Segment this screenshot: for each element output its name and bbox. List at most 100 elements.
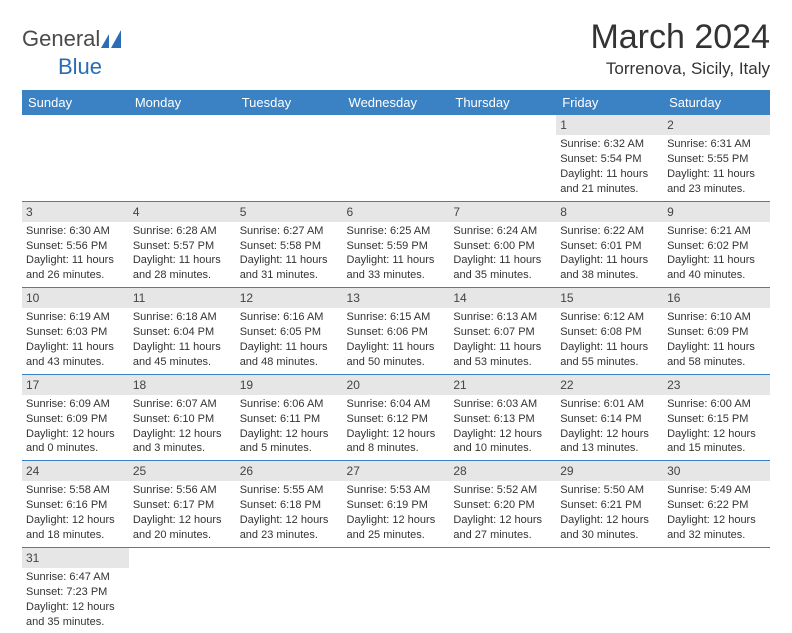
day-info-line: and 8 minutes.: [347, 441, 446, 456]
calendar-cell-empty: [343, 115, 450, 201]
day-info-line: Sunset: 6:09 PM: [26, 412, 125, 427]
day-number: 30: [663, 461, 770, 481]
day-info-line: Daylight: 12 hours: [240, 513, 339, 528]
day-info-line: Sunrise: 6:10 AM: [667, 310, 766, 325]
day-header: Tuesday: [236, 90, 343, 115]
day-info-line: Daylight: 11 hours: [560, 167, 659, 182]
calendar-cell: 4Sunrise: 6:28 AMSunset: 5:57 PMDaylight…: [129, 201, 236, 288]
day-info-line: Sunrise: 6:03 AM: [453, 397, 552, 412]
day-info-line: Sunset: 6:00 PM: [453, 239, 552, 254]
logo-blue: Blue: [58, 54, 102, 79]
day-info-line: Daylight: 12 hours: [560, 513, 659, 528]
day-number: 7: [449, 202, 556, 222]
day-info-line: and 35 minutes.: [26, 615, 125, 630]
day-info-line: Sunset: 6:10 PM: [133, 412, 232, 427]
calendar-cell: 15Sunrise: 6:12 AMSunset: 6:08 PMDayligh…: [556, 288, 663, 375]
calendar-cell: 18Sunrise: 6:07 AMSunset: 6:10 PMDayligh…: [129, 374, 236, 461]
day-info-line: Sunrise: 5:53 AM: [347, 483, 446, 498]
day-info-line: and 33 minutes.: [347, 268, 446, 283]
day-info-line: Sunset: 5:54 PM: [560, 152, 659, 167]
day-info-line: and 45 minutes.: [133, 355, 232, 370]
day-info-line: Sunset: 6:04 PM: [133, 325, 232, 340]
day-number: 15: [556, 288, 663, 308]
day-info-line: Sunrise: 5:50 AM: [560, 483, 659, 498]
day-info-line: Sunset: 6:14 PM: [560, 412, 659, 427]
day-info-line: Sunset: 6:21 PM: [560, 498, 659, 513]
day-header: Monday: [129, 90, 236, 115]
day-number: 23: [663, 375, 770, 395]
day-info-line: Sunrise: 5:49 AM: [667, 483, 766, 498]
calendar-cell: 3Sunrise: 6:30 AMSunset: 5:56 PMDaylight…: [22, 201, 129, 288]
day-info-line: and 20 minutes.: [133, 528, 232, 543]
day-info-line: Sunset: 6:17 PM: [133, 498, 232, 513]
day-info-line: Sunset: 5:59 PM: [347, 239, 446, 254]
day-info-line: Daylight: 11 hours: [133, 340, 232, 355]
day-info-line: Sunrise: 6:47 AM: [26, 570, 125, 585]
day-info-line: Sunrise: 6:25 AM: [347, 224, 446, 239]
day-info-line: and 25 minutes.: [347, 528, 446, 543]
day-header: Thursday: [449, 90, 556, 115]
day-info-line: Sunrise: 6:18 AM: [133, 310, 232, 325]
day-info-line: Sunrise: 6:24 AM: [453, 224, 552, 239]
day-info-line: Sunrise: 5:52 AM: [453, 483, 552, 498]
day-info-line: Daylight: 11 hours: [453, 253, 552, 268]
logo-general: General: [22, 26, 100, 51]
day-info-line: Daylight: 11 hours: [667, 253, 766, 268]
day-info-line: Sunset: 6:19 PM: [347, 498, 446, 513]
day-number: 22: [556, 375, 663, 395]
calendar-cell: 20Sunrise: 6:04 AMSunset: 6:12 PMDayligh…: [343, 374, 450, 461]
day-number: 14: [449, 288, 556, 308]
day-info-line: Sunrise: 6:31 AM: [667, 137, 766, 152]
day-info-line: Daylight: 12 hours: [453, 427, 552, 442]
calendar-cell-empty: [129, 115, 236, 201]
day-info-line: and 18 minutes.: [26, 528, 125, 543]
logo: General Blue: [22, 18, 127, 80]
day-info-line: and 31 minutes.: [240, 268, 339, 283]
day-number: 19: [236, 375, 343, 395]
calendar-cell: 28Sunrise: 5:52 AMSunset: 6:20 PMDayligh…: [449, 461, 556, 548]
day-info-line: Sunrise: 5:56 AM: [133, 483, 232, 498]
day-info-line: Sunset: 6:02 PM: [667, 239, 766, 254]
calendar-cell: 24Sunrise: 5:58 AMSunset: 6:16 PMDayligh…: [22, 461, 129, 548]
day-number: 25: [129, 461, 236, 481]
day-info-line: Sunrise: 6:07 AM: [133, 397, 232, 412]
day-info-line: Daylight: 12 hours: [26, 427, 125, 442]
day-number: 31: [22, 548, 129, 568]
day-number: 24: [22, 461, 129, 481]
day-info-line: Sunset: 6:07 PM: [453, 325, 552, 340]
day-info-line: Sunrise: 6:12 AM: [560, 310, 659, 325]
day-number: 18: [129, 375, 236, 395]
day-info-line: Sunrise: 6:15 AM: [347, 310, 446, 325]
day-info-line: Sunrise: 6:16 AM: [240, 310, 339, 325]
calendar-body: 1Sunrise: 6:32 AMSunset: 5:54 PMDaylight…: [22, 115, 770, 633]
day-info-line: and 53 minutes.: [453, 355, 552, 370]
calendar-cell: 17Sunrise: 6:09 AMSunset: 6:09 PMDayligh…: [22, 374, 129, 461]
day-info-line: Sunset: 5:57 PM: [133, 239, 232, 254]
day-info-line: Daylight: 12 hours: [560, 427, 659, 442]
day-number: 1: [556, 115, 663, 135]
day-info-line: Sunset: 6:11 PM: [240, 412, 339, 427]
calendar-cell-empty: [22, 115, 129, 201]
day-number: 10: [22, 288, 129, 308]
calendar-cell: 11Sunrise: 6:18 AMSunset: 6:04 PMDayligh…: [129, 288, 236, 375]
calendar-cell: 7 Sunrise: 6:24 AMSunset: 6:00 PMDaylight…: [449, 201, 556, 288]
day-info-line: and 40 minutes.: [667, 268, 766, 283]
day-info-line: Daylight: 12 hours: [347, 513, 446, 528]
day-info-line: Daylight: 12 hours: [133, 513, 232, 528]
day-info-line: and 35 minutes.: [453, 268, 552, 283]
day-info-line: Sunset: 6:03 PM: [26, 325, 125, 340]
day-number: 27: [343, 461, 450, 481]
month-title: March 2024: [590, 18, 770, 57]
page-header: General Blue March 2024 Torrenova, Sicil…: [22, 18, 770, 80]
day-info-line: and 23 minutes.: [667, 182, 766, 197]
day-number: 13: [343, 288, 450, 308]
calendar-table: SundayMondayTuesdayWednesdayThursdayFrid…: [22, 90, 770, 633]
day-info-line: Daylight: 12 hours: [26, 513, 125, 528]
calendar-cell: 19Sunrise: 6:06 AMSunset: 6:11 PMDayligh…: [236, 374, 343, 461]
calendar-row: 31Sunrise: 6:47 AMSunset: 7:23 PMDayligh…: [22, 547, 770, 633]
day-info-line: Sunrise: 6:09 AM: [26, 397, 125, 412]
day-header-row: SundayMondayTuesdayWednesdayThursdayFrid…: [22, 90, 770, 115]
day-info-line: Sunrise: 6:13 AM: [453, 310, 552, 325]
calendar-row: 1Sunrise: 6:32 AMSunset: 5:54 PMDaylight…: [22, 115, 770, 201]
day-info-line: Daylight: 12 hours: [26, 600, 125, 615]
